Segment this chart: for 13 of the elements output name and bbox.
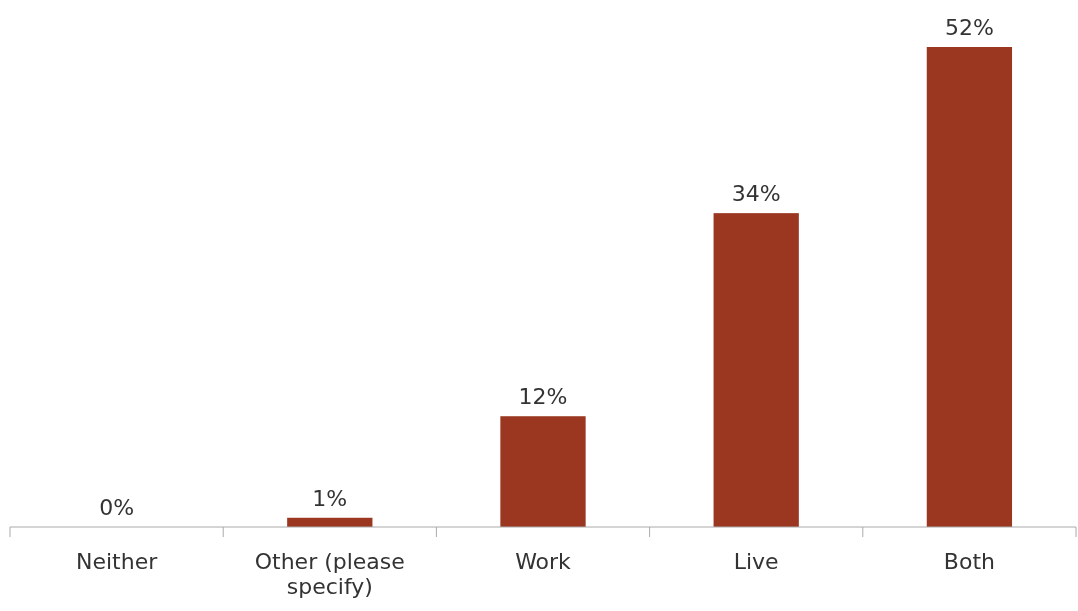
x-tick-label: Both (943, 549, 995, 574)
data-label: 1% (312, 485, 348, 511)
data-label: 34% (731, 181, 781, 207)
x-tick-label: Other (please specify) (254, 549, 405, 600)
data-label: 0% (99, 495, 135, 520)
data-label: 12% (518, 384, 568, 410)
bar (713, 213, 799, 527)
bar (500, 416, 586, 527)
data-label: 52% (944, 15, 994, 40)
x-tick-label: Work (515, 549, 572, 574)
x-tick-label: Live (733, 549, 779, 574)
bar (926, 47, 1013, 527)
x-tick-label: Neither (75, 549, 159, 574)
